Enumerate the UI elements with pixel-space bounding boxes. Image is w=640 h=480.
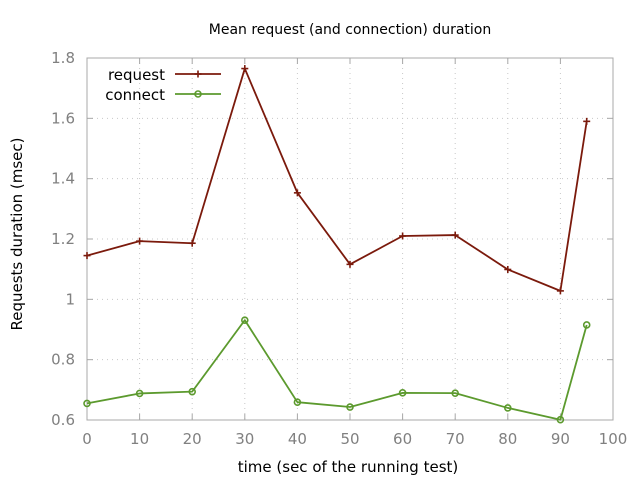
y-tick-label: 1.6 [51, 109, 75, 127]
x-tick-label: 50 [340, 430, 359, 448]
data-point-connect [241, 316, 249, 324]
data-point-request [83, 252, 91, 260]
x-tick-label: 0 [82, 430, 92, 448]
data-point-request [241, 65, 249, 73]
y-tick-label: 1.8 [51, 49, 75, 67]
data-point-request [583, 117, 591, 125]
data-point-request [346, 260, 354, 268]
x-axis-label: time (sec of the running test) [238, 458, 459, 476]
legend-marker-request [194, 70, 202, 78]
legend: request connect [105, 66, 221, 104]
x-tick-label: 30 [235, 430, 254, 448]
series-connect [83, 316, 591, 424]
grid-lines [87, 58, 613, 420]
data-point-request [504, 265, 512, 273]
y-tick-labels: 0.6 0.8 1 1.2 1.4 1.6 1.8 [51, 49, 75, 429]
data-point-connect [582, 321, 591, 329]
series-request [83, 65, 591, 295]
data-point-connect [135, 389, 144, 398]
x-tick-label: 100 [599, 430, 628, 448]
axis-ticks [86, 57, 614, 421]
data-point-connect [83, 399, 91, 408]
x-tick-labels: 0 10 20 30 40 50 60 70 80 90 100 [82, 430, 627, 448]
data-point-request [293, 189, 301, 197]
legend-label-request: request [108, 66, 165, 84]
y-tick-label: 1 [65, 290, 75, 308]
series-line-connect [86, 319, 588, 421]
series-group [83, 65, 591, 424]
x-tick-label: 10 [130, 430, 149, 448]
data-point-connect [556, 415, 565, 424]
x-tick-label: 90 [551, 430, 570, 448]
data-point-connect [398, 389, 407, 397]
data-point-connect [346, 403, 354, 411]
x-tick-label: 70 [446, 430, 465, 448]
x-tick-label: 60 [393, 430, 412, 448]
x-tick-label: 80 [498, 430, 517, 448]
data-point-request [556, 287, 564, 295]
data-point-connect [188, 387, 196, 396]
x-tick-label: 20 [183, 430, 202, 448]
data-point-request [399, 232, 407, 240]
data-point-connect [451, 389, 460, 397]
data-point-connect [293, 398, 302, 407]
data-point-request [136, 237, 144, 245]
legend-label-connect: connect [105, 86, 165, 104]
y-tick-label: 0.8 [51, 351, 75, 369]
y-tick-label: 1.2 [51, 230, 75, 248]
data-point-connect [503, 404, 512, 412]
data-point-request [188, 239, 196, 247]
legend-marker-connect [194, 90, 202, 98]
y-tick-label: 1.4 [51, 170, 75, 188]
y-tick-label: 0.6 [51, 411, 75, 429]
x-tick-label: 40 [288, 430, 307, 448]
y-axis-label: Requests duration (msec) [8, 137, 26, 330]
data-point-request [451, 231, 459, 239]
chart-title: Mean request (and connection) duration [209, 22, 491, 38]
